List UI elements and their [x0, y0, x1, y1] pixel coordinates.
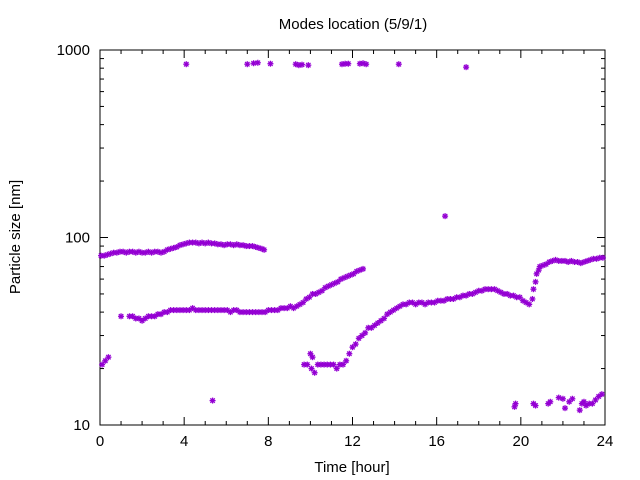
data-point — [346, 350, 353, 357]
y-tick-label: 100 — [65, 230, 90, 247]
data-point — [261, 246, 268, 253]
data-point — [381, 315, 388, 322]
data-point — [308, 365, 315, 372]
x-axis-label: Time [hour] — [314, 459, 389, 476]
data-point — [559, 395, 566, 402]
data-point — [363, 61, 370, 68]
x-tick-label: 8 — [264, 433, 272, 450]
data-point — [254, 59, 261, 66]
y-tick-label: 1000 — [57, 42, 90, 59]
chart-title: Modes location (5/9/1) — [279, 16, 427, 33]
plot-frame — [99, 49, 606, 426]
data-point — [362, 329, 369, 336]
data-point — [304, 361, 311, 368]
data-point — [555, 394, 562, 401]
data-point — [532, 278, 539, 285]
data-point — [516, 294, 523, 301]
data-point — [142, 315, 149, 322]
data-point — [345, 60, 352, 67]
data-point — [352, 341, 359, 348]
data-point — [299, 61, 305, 68]
y-tick-label: 10 — [73, 417, 90, 434]
data-point — [598, 391, 605, 398]
data-point — [105, 354, 112, 361]
data-point — [139, 317, 146, 324]
data-point — [183, 61, 190, 68]
x-tick-label: 0 — [96, 433, 104, 450]
data-point — [442, 213, 449, 220]
data-point — [252, 309, 259, 316]
data-point — [343, 357, 350, 364]
x-tick-label: 4 — [180, 433, 188, 450]
y-axis: 10 100 1000 — [57, 42, 605, 434]
data-point — [244, 61, 251, 68]
data-point — [267, 60, 274, 67]
data-point — [547, 398, 554, 405]
data-point — [589, 400, 596, 407]
data-point — [118, 313, 125, 320]
data-point — [311, 369, 318, 376]
data-point — [259, 309, 266, 316]
data-point — [529, 295, 536, 302]
data-point — [569, 395, 576, 402]
data-point — [129, 313, 136, 320]
data-point — [209, 397, 216, 404]
data-point — [135, 315, 142, 322]
data-point — [576, 407, 583, 414]
data-point — [395, 61, 402, 68]
x-tick-label: 20 — [512, 433, 529, 450]
data-point — [290, 305, 297, 312]
data-point — [532, 402, 539, 409]
y-axis-label: Particle size [nm] — [7, 180, 24, 294]
data-point — [360, 265, 367, 272]
data-point — [526, 301, 533, 308]
data-point — [512, 400, 519, 407]
data-points — [98, 59, 606, 414]
x-tick-label: 24 — [597, 433, 614, 450]
data-point — [599, 254, 606, 261]
data-point — [463, 64, 470, 71]
data-point — [543, 261, 550, 268]
data-point — [562, 405, 569, 412]
data-point — [355, 335, 362, 342]
data-point — [530, 286, 537, 293]
data-point — [305, 62, 312, 69]
x-axis: 0 4 8 12 16 20 24 — [96, 50, 614, 450]
x-tick-label: 16 — [428, 433, 445, 450]
data-point — [309, 354, 316, 361]
data-point — [377, 317, 384, 324]
x-tick-label: 12 — [344, 433, 361, 450]
